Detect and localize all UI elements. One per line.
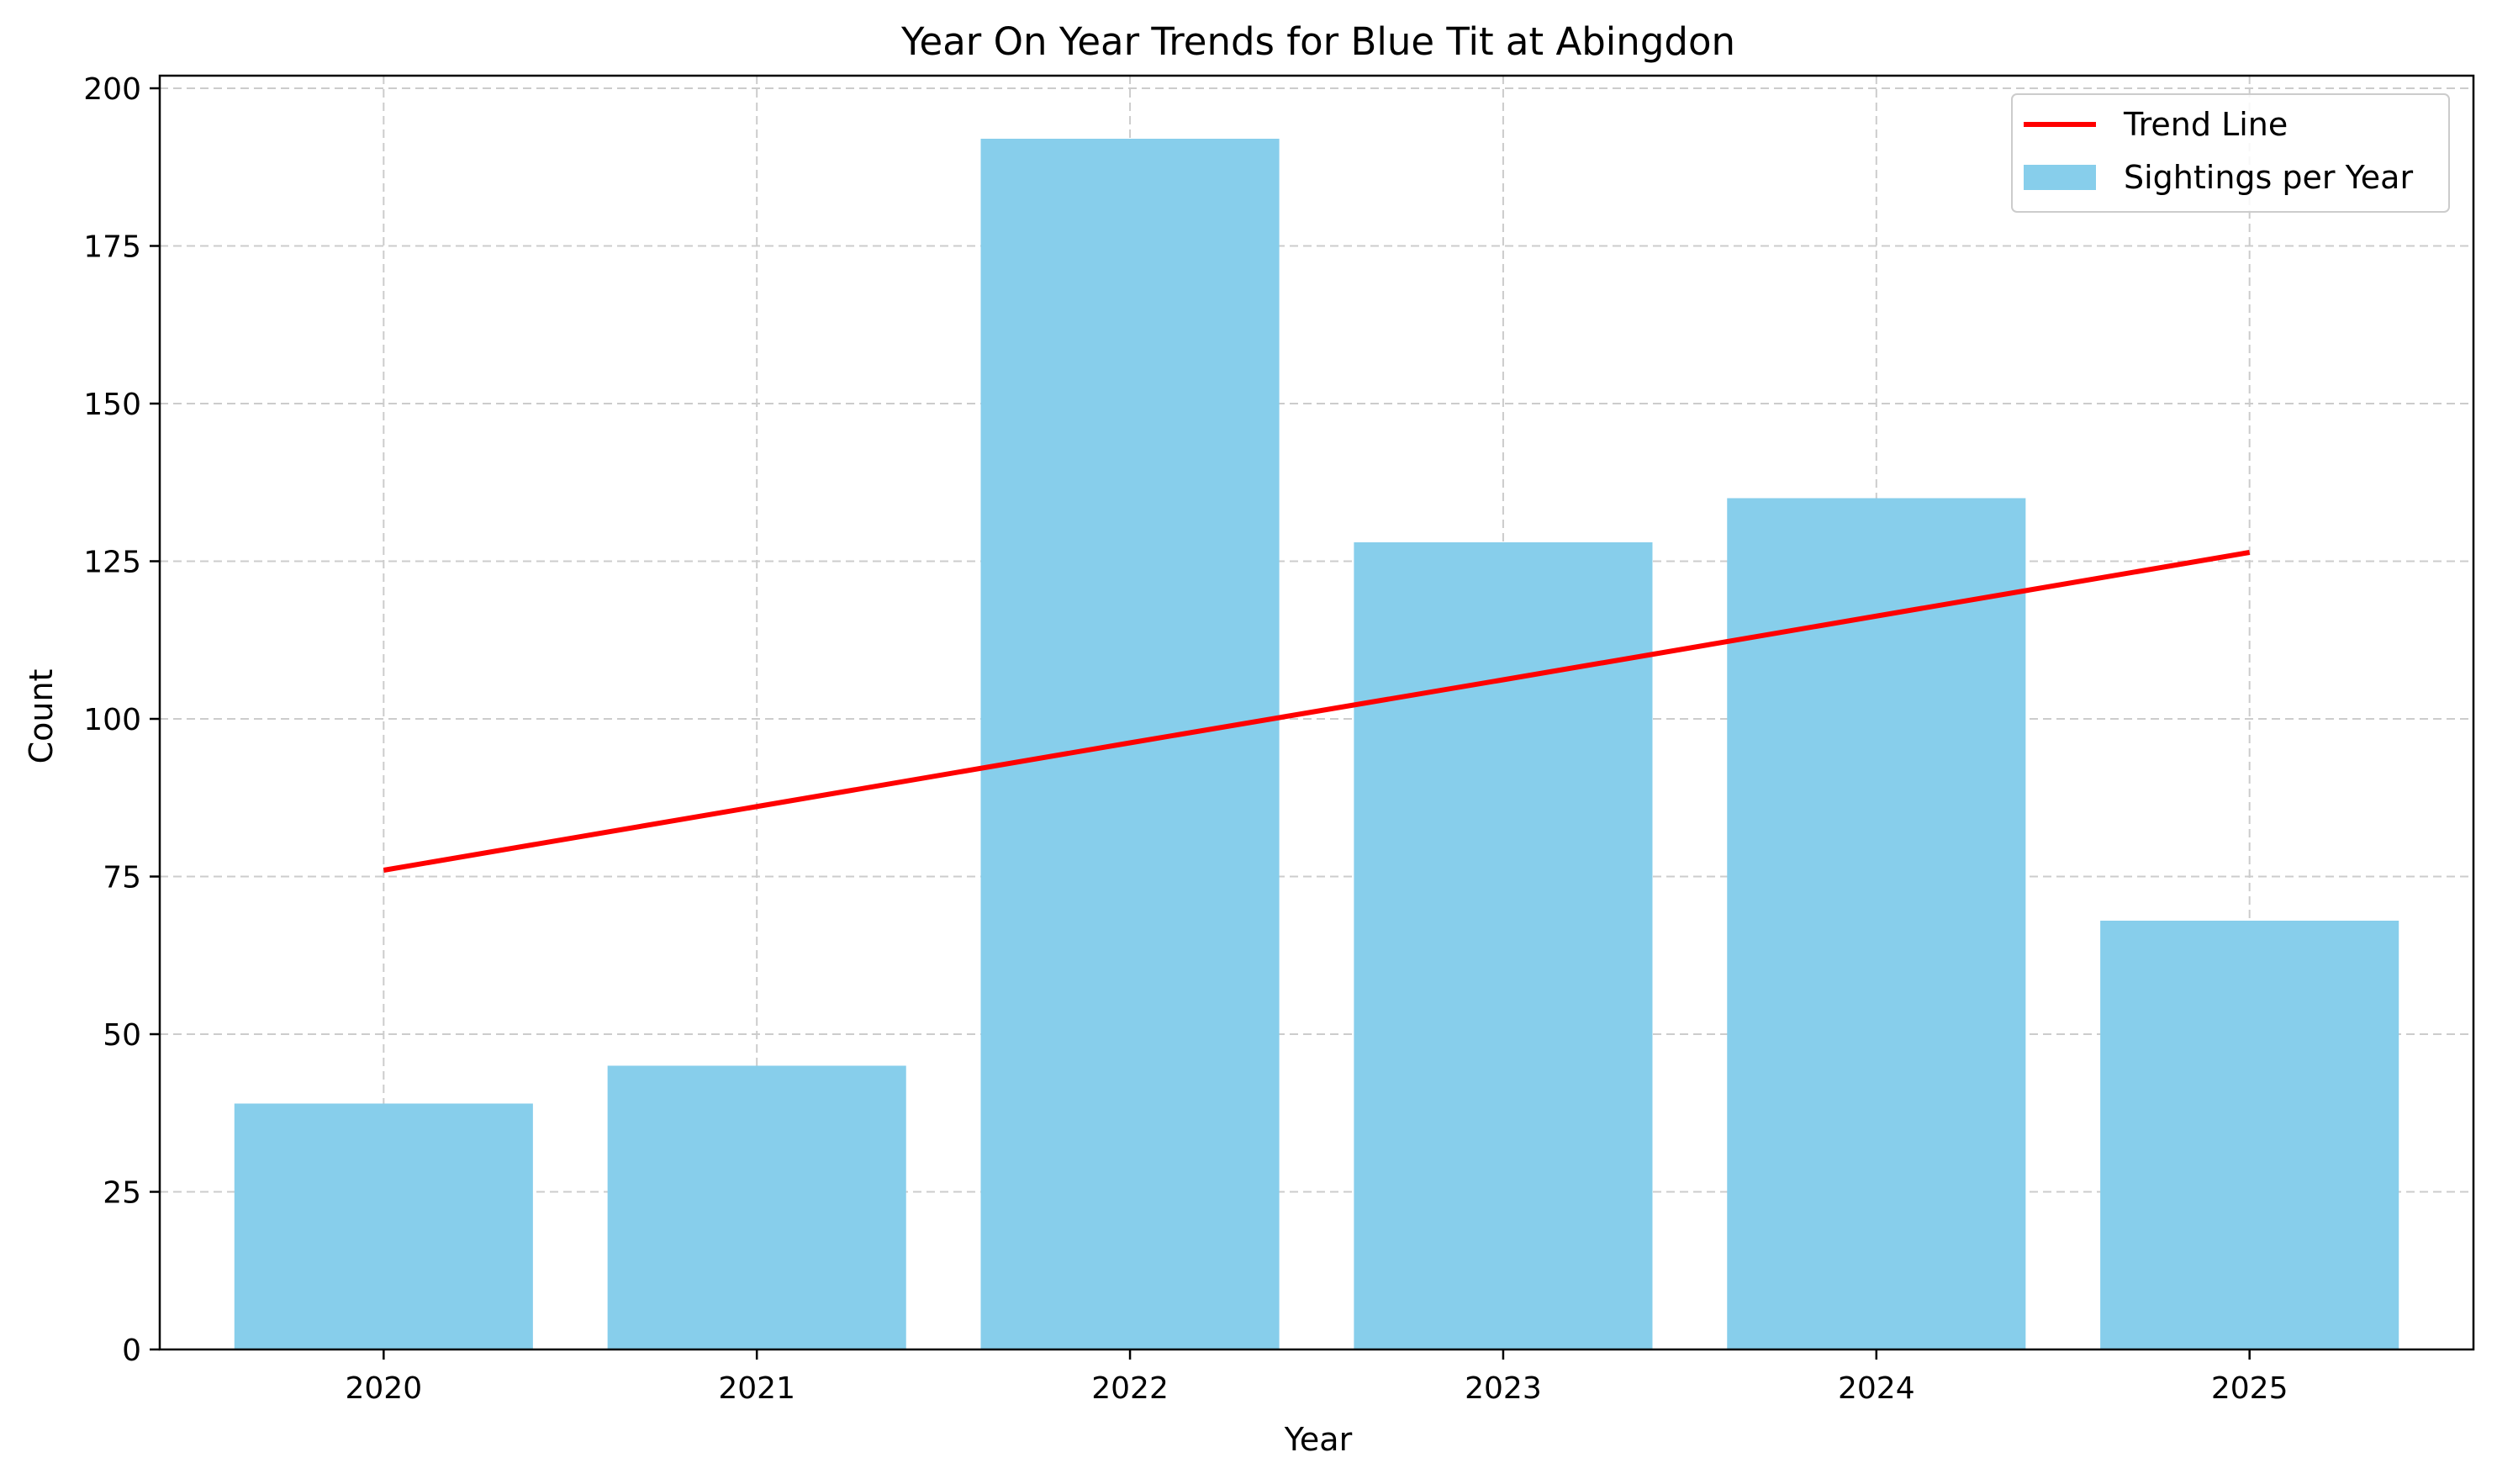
x-tick-label: 2020 bbox=[346, 1371, 423, 1406]
trend-line-group bbox=[383, 550, 2251, 873]
tick-labels: 2020 2021 2022 2023 2024 2025 0 25 50 75 100 125 150… bbox=[83, 72, 2288, 1406]
y-tick-label: 200 bbox=[83, 72, 141, 107]
bar-2023 bbox=[1354, 542, 1653, 1349]
x-tick-label: 2022 bbox=[1091, 1371, 1169, 1406]
legend-swatch-sightings bbox=[2024, 165, 2096, 190]
y-tick-label: 50 bbox=[103, 1018, 141, 1053]
x-tick-label: 2023 bbox=[1465, 1371, 1542, 1406]
x-tick-label: 2024 bbox=[1838, 1371, 1915, 1406]
y-tick-label: 150 bbox=[83, 388, 141, 422]
bars bbox=[234, 139, 2399, 1349]
bar-2020 bbox=[234, 1103, 533, 1349]
bar-2021 bbox=[607, 1065, 906, 1349]
x-tick-label: 2021 bbox=[718, 1371, 795, 1406]
trend-line bbox=[383, 550, 2251, 873]
axes bbox=[158, 74, 2475, 1351]
y-tick-label: 0 bbox=[122, 1333, 141, 1368]
y-tick-label: 25 bbox=[103, 1176, 141, 1211]
x-tick-label: 2025 bbox=[2211, 1371, 2288, 1406]
y-axis-title: Count bbox=[23, 669, 60, 764]
plot-frame bbox=[158, 74, 2475, 1351]
legend-label-sightings: Sightings per Year bbox=[2124, 159, 2413, 196]
y-tick-label: 125 bbox=[83, 546, 141, 580]
legend-label-trend-line: Trend Line bbox=[2123, 106, 2288, 143]
legend: Trend Line Sightings per Year bbox=[2011, 93, 2450, 213]
y-tick-label: 100 bbox=[83, 703, 141, 737]
chart-title: Year On Year Trends for Blue Tit at Abin… bbox=[900, 19, 1735, 64]
bar-2025 bbox=[2100, 921, 2399, 1349]
legend-box bbox=[2011, 93, 2450, 213]
x-axis-title: Year bbox=[1284, 1421, 1353, 1458]
y-tick-label: 175 bbox=[83, 230, 141, 265]
y-tick-label: 75 bbox=[103, 861, 141, 895]
bar-2024 bbox=[1727, 498, 2026, 1349]
